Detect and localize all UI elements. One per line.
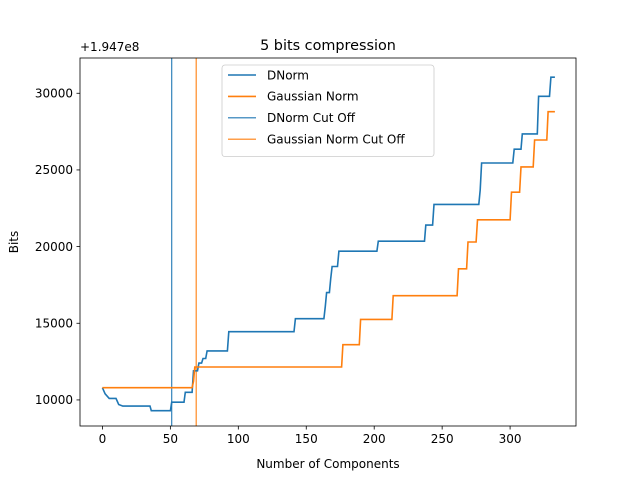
x-tick-label-6: 300 (499, 432, 522, 446)
legend-label-3: Gaussian Norm Cut Off (267, 133, 405, 147)
axes-frame (79, 57, 577, 427)
chart-title: 5 bits compression (260, 38, 396, 54)
y-offset-label: +1.947e8 (80, 40, 139, 54)
x-tick-label-2: 100 (227, 432, 250, 446)
legend-label-0: DNorm (267, 68, 309, 82)
y-tick-label-4: 30000 (35, 87, 73, 101)
legend: DNorm Gaussian Norm DNorm Cut Off Gaussian … (221, 64, 435, 157)
x-tick-label-1: 50 (163, 432, 178, 446)
x-tick-label-5: 250 (431, 432, 454, 446)
y-tick-label-0: 10000 (35, 393, 73, 407)
legend-label-2: DNorm Cut Off (267, 111, 356, 125)
y-tick-label-3: 25000 (35, 163, 73, 177)
x-axis-label: Number of Components (256, 457, 399, 471)
y-axis: 10000 15000 20000 25000 30000 (35, 87, 80, 407)
x-tick-label-4: 200 (363, 432, 386, 446)
x-tick-label-0: 0 (99, 432, 107, 446)
y-axis-label: Bits (7, 231, 21, 254)
y-tick-label-2: 20000 (35, 240, 73, 254)
legend-box (221, 64, 435, 157)
x-tick-label-3: 150 (295, 432, 318, 446)
series-line-0 (101, 76, 555, 412)
legend-label-1: Gaussian Norm (267, 90, 359, 104)
y-tick-label-1: 15000 (35, 317, 73, 331)
series-line-1 (102, 110, 555, 389)
plot-area (79, 57, 577, 427)
x-axis: 0 50 100 150 200 250 300 (99, 426, 522, 446)
